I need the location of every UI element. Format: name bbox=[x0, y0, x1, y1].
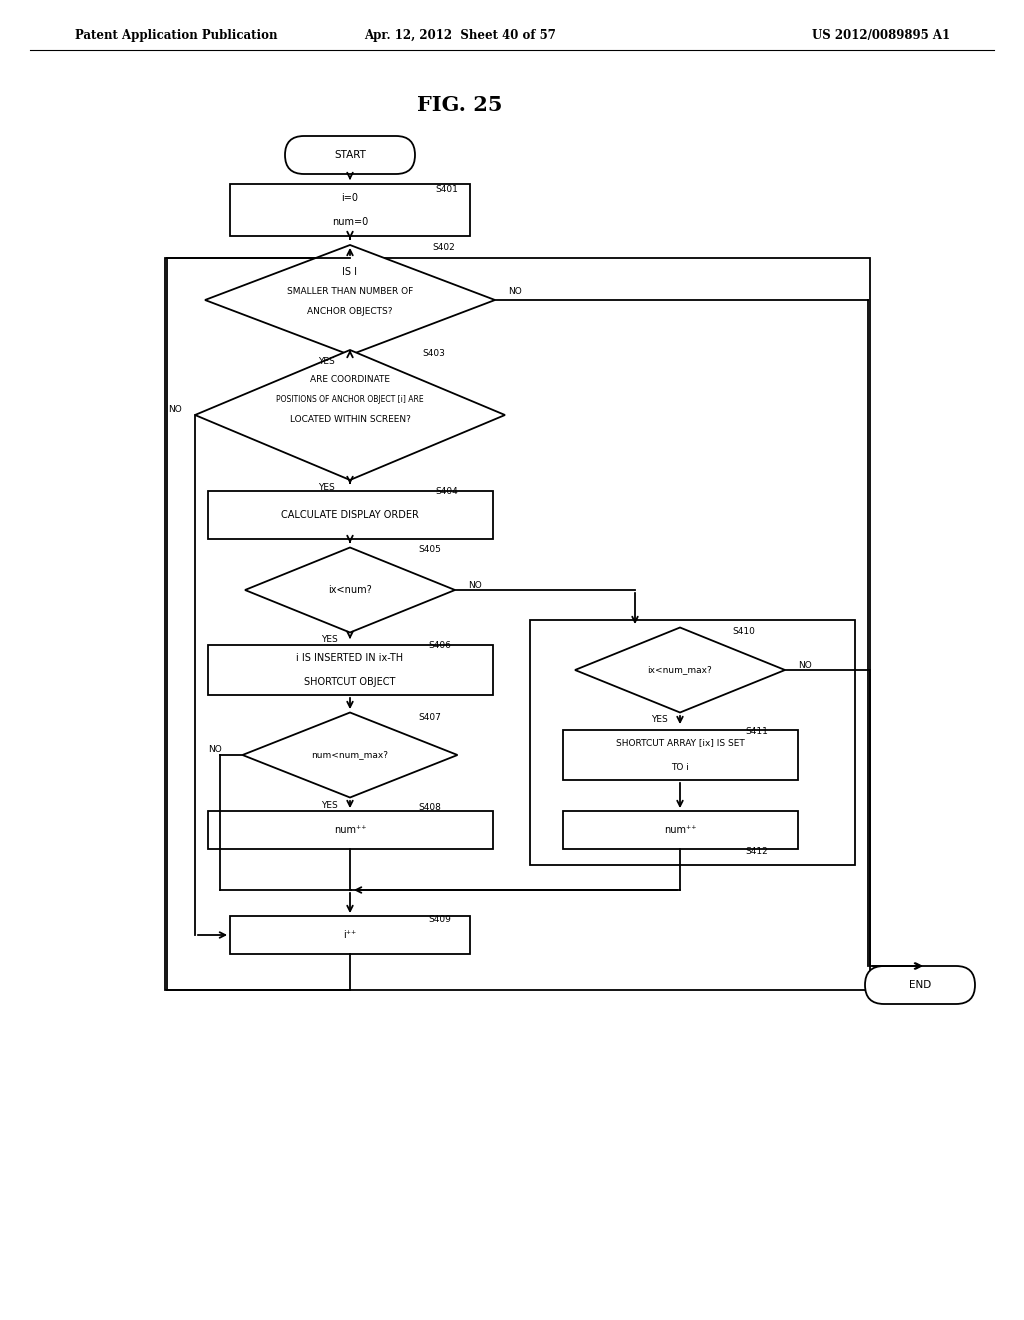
Text: Patent Application Publication: Patent Application Publication bbox=[75, 29, 278, 41]
Text: S404: S404 bbox=[435, 487, 458, 495]
Text: FIG. 25: FIG. 25 bbox=[417, 95, 503, 115]
Text: SHORTCUT OBJECT: SHORTCUT OBJECT bbox=[304, 677, 395, 686]
Text: START: START bbox=[334, 150, 366, 160]
Text: NO: NO bbox=[168, 405, 182, 414]
Polygon shape bbox=[205, 246, 495, 355]
Polygon shape bbox=[195, 350, 505, 480]
Text: ANCHOR OBJECTS?: ANCHOR OBJECTS? bbox=[307, 308, 393, 317]
Text: i⁺⁺: i⁺⁺ bbox=[343, 931, 356, 940]
Bar bbox=[208, 645, 493, 696]
Text: ix<num_max?: ix<num_max? bbox=[647, 665, 713, 675]
Polygon shape bbox=[245, 548, 455, 632]
Text: i=0: i=0 bbox=[341, 193, 358, 203]
Text: TO i: TO i bbox=[671, 763, 689, 771]
FancyBboxPatch shape bbox=[865, 966, 975, 1005]
Text: YES: YES bbox=[318, 483, 335, 491]
Text: num⁺⁺: num⁺⁺ bbox=[664, 825, 696, 836]
Text: LOCATED WITHIN SCREEN?: LOCATED WITHIN SCREEN? bbox=[290, 416, 411, 425]
Text: POSITIONS OF ANCHOR OBJECT [i] ARE: POSITIONS OF ANCHOR OBJECT [i] ARE bbox=[276, 396, 424, 404]
Text: NO: NO bbox=[468, 581, 481, 590]
Text: YES: YES bbox=[318, 358, 335, 367]
Text: num⁺⁺: num⁺⁺ bbox=[334, 825, 367, 836]
Bar bbox=[230, 183, 470, 236]
Bar bbox=[165, 257, 870, 990]
Bar bbox=[208, 810, 493, 849]
Text: IS I: IS I bbox=[342, 267, 357, 277]
Bar bbox=[562, 730, 798, 780]
Text: S406: S406 bbox=[428, 642, 451, 651]
Text: US 2012/0089895 A1: US 2012/0089895 A1 bbox=[812, 29, 950, 41]
Text: S402: S402 bbox=[432, 243, 455, 252]
Text: i IS INSERTED IN ix-TH: i IS INSERTED IN ix-TH bbox=[296, 653, 403, 663]
Text: S411: S411 bbox=[745, 726, 768, 735]
Text: S410: S410 bbox=[732, 627, 755, 636]
Text: S405: S405 bbox=[418, 545, 441, 554]
Text: CALCULATE DISPLAY ORDER: CALCULATE DISPLAY ORDER bbox=[281, 510, 419, 520]
Text: SHORTCUT ARRAY [ix] IS SET: SHORTCUT ARRAY [ix] IS SET bbox=[615, 738, 744, 747]
Text: S407: S407 bbox=[418, 713, 441, 722]
Text: S408: S408 bbox=[418, 804, 441, 813]
Text: NO: NO bbox=[508, 288, 522, 297]
Text: S403: S403 bbox=[422, 348, 444, 358]
Text: Apr. 12, 2012  Sheet 40 of 57: Apr. 12, 2012 Sheet 40 of 57 bbox=[365, 29, 556, 41]
Bar bbox=[530, 620, 855, 865]
Polygon shape bbox=[575, 627, 785, 713]
FancyBboxPatch shape bbox=[285, 136, 415, 174]
Text: num<num_max?: num<num_max? bbox=[311, 751, 388, 759]
Text: END: END bbox=[909, 979, 931, 990]
Text: NO: NO bbox=[208, 746, 222, 755]
Bar bbox=[562, 810, 798, 849]
Polygon shape bbox=[243, 713, 458, 797]
Text: NO: NO bbox=[798, 660, 812, 669]
Text: S401: S401 bbox=[435, 186, 458, 194]
Text: YES: YES bbox=[322, 800, 338, 809]
Bar bbox=[208, 491, 493, 539]
Text: S409: S409 bbox=[428, 916, 451, 924]
Text: ix<num?: ix<num? bbox=[328, 585, 372, 595]
Text: YES: YES bbox=[322, 635, 338, 644]
Text: ARE COORDINATE: ARE COORDINATE bbox=[310, 375, 390, 384]
Text: num=0: num=0 bbox=[332, 216, 368, 227]
Text: S412: S412 bbox=[745, 847, 768, 857]
Text: SMALLER THAN NUMBER OF: SMALLER THAN NUMBER OF bbox=[287, 288, 413, 297]
Bar bbox=[230, 916, 470, 954]
Text: YES: YES bbox=[651, 715, 668, 725]
